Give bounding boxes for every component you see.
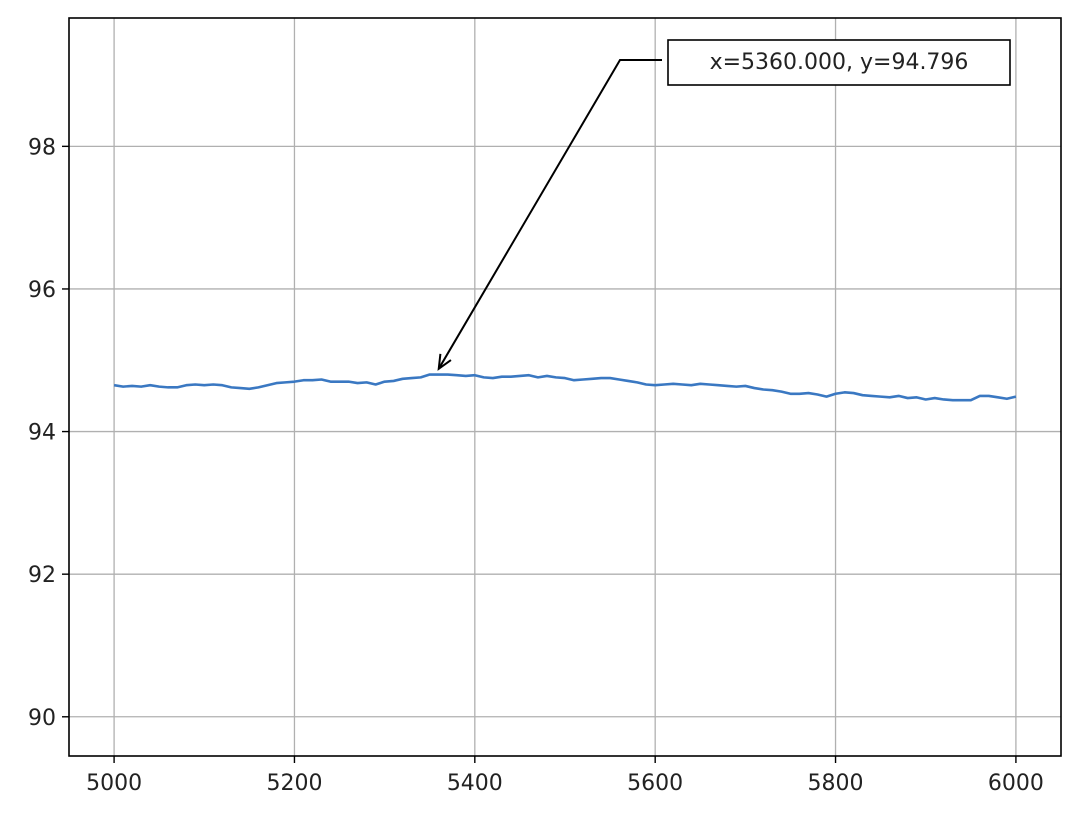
x-tick-label: 5800 [808, 771, 864, 796]
y-tick-label: 92 [28, 563, 56, 588]
y-tick-label: 98 [28, 135, 56, 160]
series-line [113, 373, 1017, 402]
axes-frame [68, 17, 1062, 757]
annotation: x=5360.000, y=94.796 [437, 39, 1011, 371]
annotation-arrow-head [437, 353, 452, 371]
y-tick-label: 90 [28, 706, 56, 731]
grid [69, 18, 1061, 756]
x-tick-label: 6000 [988, 771, 1044, 796]
series-layer [113, 373, 1017, 402]
x-tick-label: 5600 [627, 771, 683, 796]
annotation-arrow-line [437, 59, 662, 370]
x-tick-label: 5200 [266, 771, 322, 796]
x-tick-label: 5400 [447, 771, 503, 796]
y-tick-label: 96 [28, 278, 56, 303]
ticks: 5000 5200 5400 5600 5800 6000 90 92 94 96 98 [28, 135, 1044, 796]
y-tick-label: 94 [28, 421, 56, 446]
annotation-box [667, 39, 1011, 86]
annotation-text: x=5360.000, y=94.796 [710, 50, 969, 75]
x-tick-label: 5000 [86, 771, 142, 796]
